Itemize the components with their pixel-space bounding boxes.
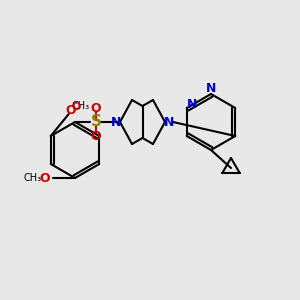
Text: CH₃: CH₃ <box>24 173 42 183</box>
Text: N: N <box>111 116 121 128</box>
Text: O: O <box>72 102 81 112</box>
Text: N: N <box>206 82 216 95</box>
Text: N: N <box>164 116 174 128</box>
Text: S: S <box>91 115 101 130</box>
Text: O: O <box>40 172 50 184</box>
Text: CH₃: CH₃ <box>72 101 90 111</box>
Text: O: O <box>91 130 101 142</box>
Text: O: O <box>65 103 76 116</box>
Text: O: O <box>91 101 101 115</box>
Text: N: N <box>187 98 197 112</box>
